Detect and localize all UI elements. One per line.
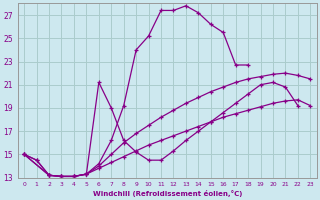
X-axis label: Windchill (Refroidissement éolien,°C): Windchill (Refroidissement éolien,°C) xyxy=(92,190,242,197)
